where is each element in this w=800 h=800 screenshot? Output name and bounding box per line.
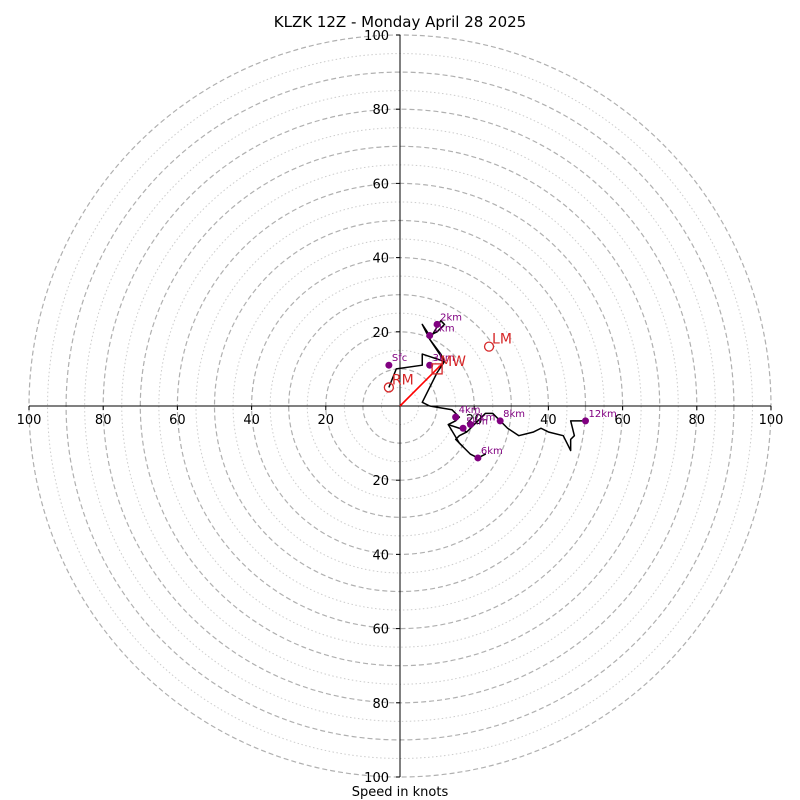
height-marker-dot <box>459 424 467 432</box>
height-marker-label: 1km <box>433 324 455 335</box>
hodograph-trace-branch <box>447 424 487 459</box>
height-marker-label: 5km <box>466 416 488 427</box>
height-marker-dot <box>426 332 434 340</box>
hodograph-trace <box>388 319 586 452</box>
storm-motion-label: RM <box>392 372 414 388</box>
shear-vector-line <box>399 360 446 407</box>
x-tick-label: 60 <box>169 413 186 428</box>
storm-motion-marker <box>383 382 395 393</box>
x-axis-label: Speed in knots <box>352 785 449 800</box>
y-tick-label: 60 <box>372 177 389 192</box>
storm-motion-label: LM <box>492 332 512 348</box>
height-marker-dot <box>466 421 474 429</box>
height-marker-label: 3km <box>433 353 455 364</box>
wind-traces <box>388 319 586 459</box>
height-marker-label: 2km <box>440 312 462 323</box>
x-tick-label: 100 <box>759 413 784 428</box>
height-marker-label: Sfc <box>392 353 407 364</box>
height-marker-label: 7km <box>473 413 495 424</box>
y-tick-label: 100 <box>364 771 389 786</box>
x-tick-label: 60 <box>614 413 631 428</box>
y-tick-label: 20 <box>372 474 389 489</box>
x-tick-label: 80 <box>95 413 112 428</box>
height-marker-dot <box>474 454 482 462</box>
y-tick-label: 80 <box>372 697 389 712</box>
x-tick-label: 20 <box>318 413 335 428</box>
height-marker-label: 4km <box>459 405 481 416</box>
height-marker-dot <box>582 417 589 425</box>
height-marker-dot <box>426 361 434 369</box>
height-marker-dot <box>433 320 441 328</box>
height-marker-dot <box>452 413 460 421</box>
chart-title: KLZK 12Z - Monday April 28 2025 <box>274 13 526 31</box>
storm-motion-marker <box>483 341 495 352</box>
y-tick-label: 80 <box>372 103 389 118</box>
height-marker-label: 6km <box>481 446 503 457</box>
height-marker-dot <box>496 417 504 425</box>
y-tick-label: 20 <box>372 326 389 341</box>
y-tick-label: 60 <box>372 623 389 638</box>
x-tick-label: 80 <box>689 413 706 428</box>
x-tick-label: 40 <box>540 413 557 428</box>
storm-motion-marker <box>431 363 443 375</box>
y-tick-label: 40 <box>372 548 389 563</box>
y-tick-label: 100 <box>364 29 389 44</box>
y-tick-label: 40 <box>372 252 389 267</box>
storm-motion-markers: RM LM MW <box>383 332 512 393</box>
tick-labels: 2020202040404040606060608080808010010010… <box>17 29 784 786</box>
storm-motion-label: MW <box>440 354 466 370</box>
height-marker-label: 8km <box>503 409 525 420</box>
height-marker-label: 12km <box>589 409 617 420</box>
x-tick-label: 100 <box>17 413 42 428</box>
x-tick-label: 40 <box>243 413 260 428</box>
height-marker-dot <box>385 361 393 369</box>
